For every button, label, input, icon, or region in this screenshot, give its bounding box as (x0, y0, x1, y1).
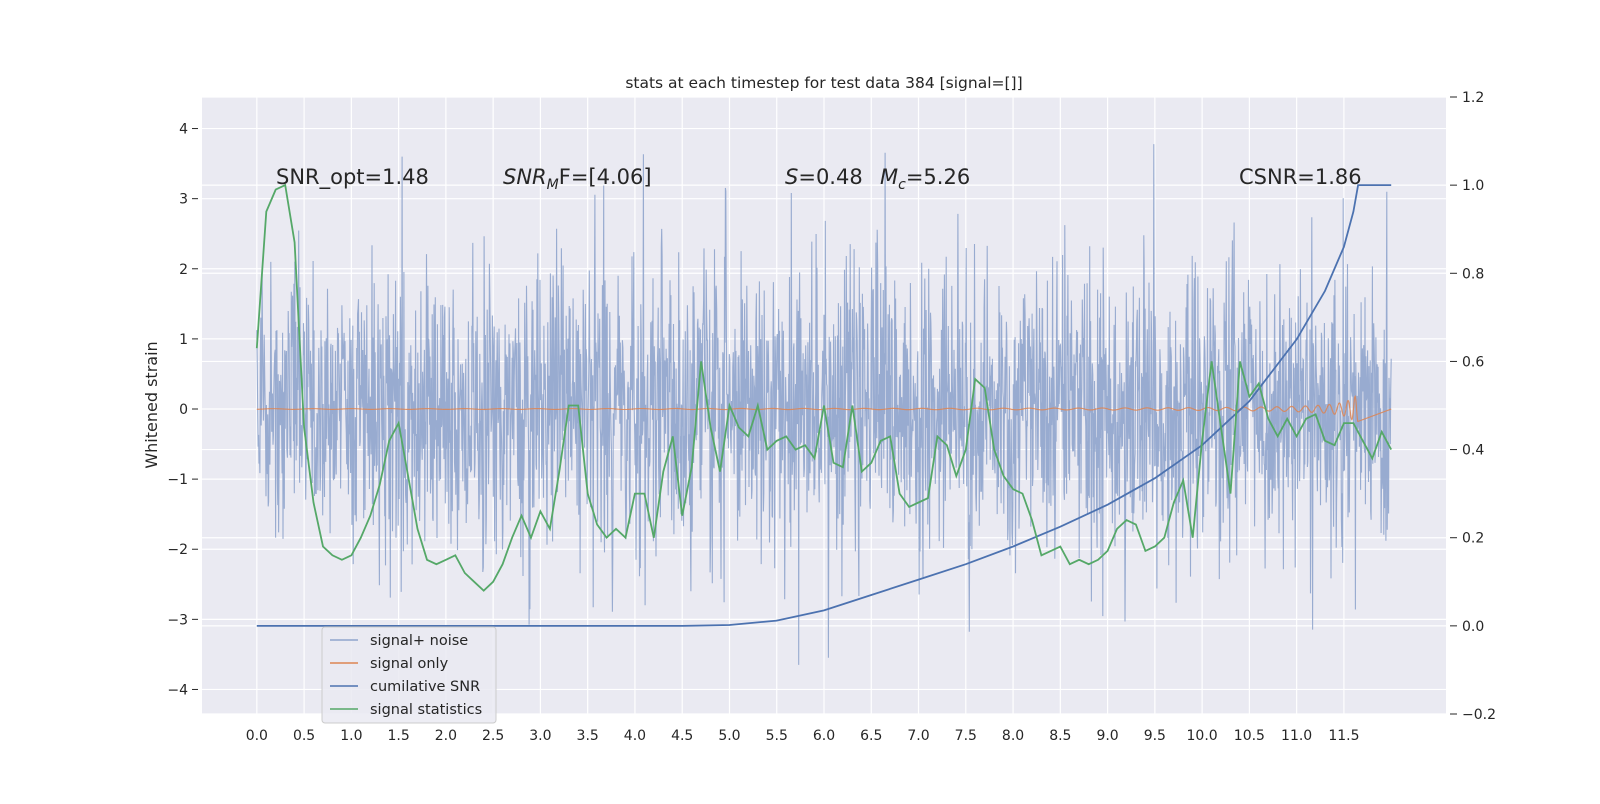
legend-label-signal-noise: signal+ noise (370, 633, 468, 649)
y-tick-label-3: 1 (179, 332, 188, 348)
annotation-snr-mf-sub: M (547, 177, 559, 193)
x-tick-label-9: 4.5 (671, 728, 693, 744)
legend: signal+ noise signal only cumilative SNR… (321, 626, 497, 724)
x-tick-label-0: 0.0 (246, 728, 268, 744)
legend-label-signal-only: signal only (370, 656, 449, 672)
y2-tick-labels: 1.2 1.0 0.8 0.6 0.4 0.2 0.0 −0.2 (1450, 90, 1496, 723)
x-tick-label-6: 3.0 (529, 728, 551, 744)
y-tick-label-6: −2 (167, 542, 188, 558)
annotation-snr-mf-rest: F=[4.06] (559, 165, 652, 189)
x-tick-label-17: 8.5 (1049, 728, 1071, 744)
annotation-mc-sub: c (898, 177, 906, 193)
x-tick-label-4: 2.0 (435, 728, 457, 744)
cumilative-snr-line (256, 184, 1392, 627)
annotation-s-label: S (785, 165, 798, 189)
x-tick-label-12: 6.0 (813, 728, 835, 744)
x-tick-label-1: 0.5 (293, 728, 315, 744)
annotation-mc: Mc=5.26 (880, 165, 970, 193)
x-tick-label-2: 1.0 (340, 728, 362, 744)
annotation-snr-opt: SNR_opt=1.48 (276, 165, 429, 190)
x-tick-label-14: 7.0 (907, 728, 929, 744)
y2-tick-label-5: 0.2 (1462, 531, 1484, 547)
y-tick-label-2: 2 (179, 262, 188, 278)
y-tick-label-1: 3 (179, 192, 188, 208)
y2-tick-label-3: 0.6 (1462, 354, 1484, 370)
y2-tick-label-0: 1.2 (1462, 90, 1484, 106)
x-tick-label-8: 4.0 (624, 728, 646, 744)
legend-label-cumilative-snr: cumilative SNR (370, 679, 480, 695)
annotation-csnr: CSNR=1.86 (1239, 165, 1362, 189)
y-tick-label-8: −4 (167, 682, 188, 698)
series-signal-only (256, 395, 1392, 423)
y2-tick-label-2: 0.8 (1462, 266, 1484, 282)
y-tick-label-7: −3 (167, 612, 188, 628)
signal-trace (256, 395, 1392, 423)
x-tick-label-7: 3.5 (577, 728, 599, 744)
x-tick-label-23: 11.5 (1328, 728, 1359, 744)
series-cumilative-snr (256, 184, 1392, 627)
x-tick-label-15: 7.5 (955, 728, 977, 744)
y-tick-label-5: −1 (167, 472, 188, 488)
x-tick-label-21: 10.5 (1234, 728, 1265, 744)
legend-label-signal-statistics: signal statistics (370, 702, 482, 718)
y-tick-label-4: 0 (179, 402, 188, 418)
x-tick-labels: 0.0 0.5 1.0 1.5 2.0 2.5 3.0 3.5 4.0 4.5 5.0 5.5 6.0 6… (246, 728, 1360, 744)
x-tick-label-5: 2.5 (482, 728, 504, 744)
y-tick-labels: 4 3 2 1 0 −1 −2 −3 −4 (167, 122, 198, 698)
noise-trace (256, 144, 1392, 665)
y-axis-label: Whitened strain (142, 341, 161, 468)
x-tick-label-19: 9.5 (1144, 728, 1166, 744)
x-tick-label-22: 11.0 (1281, 728, 1312, 744)
x-tick-label-20: 10.0 (1187, 728, 1218, 744)
y2-tick-label-6: 0.0 (1462, 619, 1484, 635)
x-tick-label-18: 9.0 (1096, 728, 1118, 744)
y-tick-label-0: 4 (179, 122, 188, 138)
y2-tick-label-7: −0.2 (1462, 707, 1496, 723)
annotation-s: S=0.48 (785, 165, 863, 189)
x-tick-label-13: 6.5 (860, 728, 882, 744)
legend-box (321, 626, 497, 724)
x-tick-label-3: 1.5 (387, 728, 409, 744)
x-tick-label-16: 8.0 (1002, 728, 1024, 744)
chart-title: stats at each timestep for test data 384… (625, 74, 1022, 92)
y2-tick-label-4: 0.4 (1462, 443, 1484, 459)
annotation-mc-label: M (880, 165, 898, 189)
annotation-mc-rest: =5.26 (906, 165, 970, 189)
annotation-snr-mf: SNRMF=[4.06] (503, 165, 652, 193)
annotation-s-rest: =0.48 (798, 165, 862, 189)
series-signal-noise (256, 144, 1392, 665)
x-tick-label-11: 5.5 (766, 728, 788, 744)
annotation-snr-mf-main: SNR (503, 165, 547, 189)
series-signal-statistics (255, 183, 1392, 592)
y2-tick-label-1: 1.0 (1462, 178, 1484, 194)
signal-statistics-line (255, 183, 1392, 592)
x-tick-label-10: 5.0 (718, 728, 740, 744)
